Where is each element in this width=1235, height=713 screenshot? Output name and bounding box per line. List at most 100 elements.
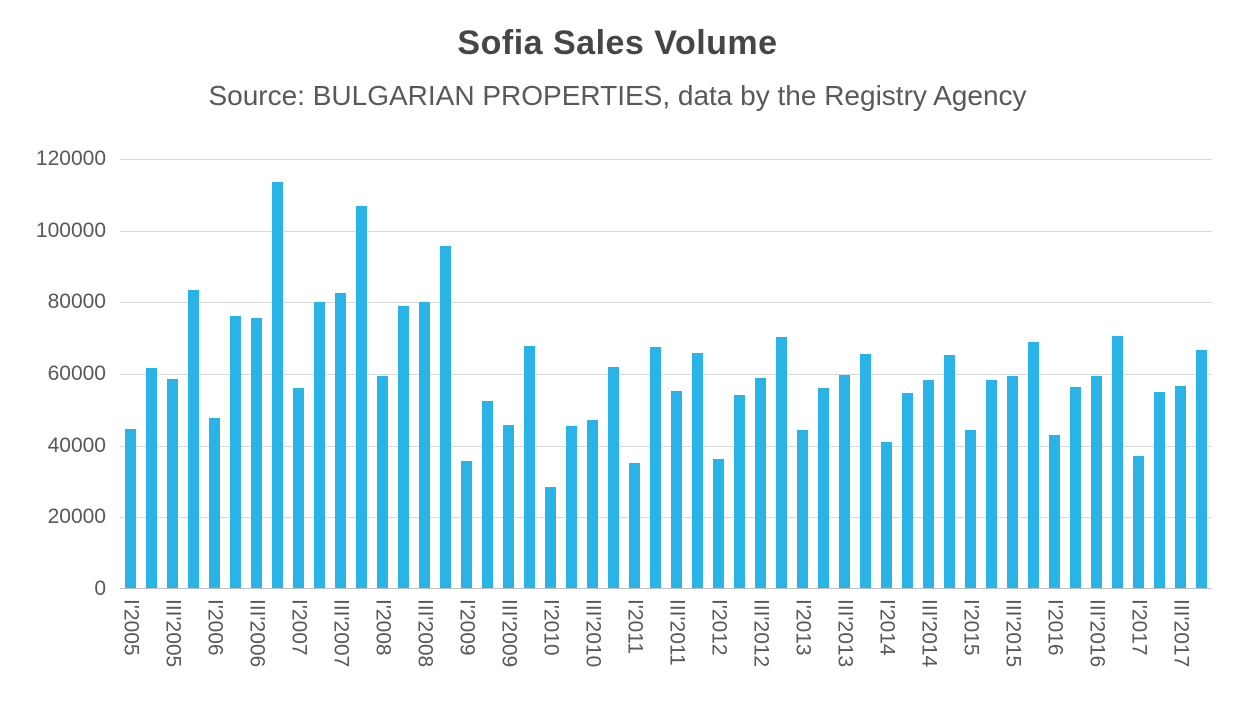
- gridline: [120, 302, 1212, 304]
- bar-I'2009: [460, 461, 473, 589]
- bar-III'2016: [1090, 375, 1103, 589]
- gridline: [120, 517, 1212, 519]
- x-tick-label: III'2005: [161, 599, 185, 668]
- bar-I'2008: [376, 375, 389, 589]
- bar-II'2009: [481, 400, 494, 589]
- bar-I'2014: [880, 442, 893, 589]
- bar-IV'2014: [943, 355, 956, 589]
- bar-II'2013: [817, 387, 830, 589]
- chart-title: Sofia Sales Volume: [457, 24, 778, 62]
- bar-IV'2005: [187, 290, 200, 589]
- bar-II'2010: [565, 425, 578, 589]
- x-tick-label: I'2005: [119, 599, 143, 656]
- bar-IV'2009: [523, 346, 536, 589]
- bar-IV'2011: [691, 352, 704, 589]
- bar-IV'2012: [775, 337, 788, 589]
- x-tick-label: I'2008: [371, 599, 395, 656]
- x-tick-label: III'2008: [413, 599, 437, 668]
- plot-area: [120, 159, 1212, 589]
- x-tick-label: I'2015: [959, 599, 983, 656]
- bar-II'2006: [229, 316, 242, 589]
- x-tick-label: I'2007: [287, 599, 311, 656]
- y-tick-label: 100000: [35, 218, 106, 242]
- y-tick-label: 20000: [47, 505, 106, 529]
- bar-IV'2007: [355, 205, 368, 589]
- bar-III'2009: [502, 425, 515, 589]
- y-tick-label: 40000: [47, 433, 106, 457]
- gridline: [120, 159, 1212, 160]
- bar-III'2017: [1174, 385, 1187, 589]
- bar-II'2007: [313, 301, 326, 589]
- bar-II'2016: [1069, 387, 1082, 589]
- y-tick-label: 120000: [35, 147, 106, 170]
- x-tick-label: I'2013: [791, 599, 815, 656]
- y-tick-label: 0: [94, 577, 106, 600]
- bar-II'2011: [649, 346, 662, 589]
- bar-I'2012: [712, 459, 725, 589]
- x-tick-label: III'2014: [917, 599, 941, 668]
- bar-III'2012: [754, 377, 767, 589]
- y-tick-label: 60000: [47, 362, 106, 385]
- bar-I'2011: [628, 462, 641, 589]
- x-axis-labels: I'2005 III'2005 I'2006 III'2006 I'2007 III'20…: [119, 597, 1212, 711]
- bar-IV'2015: [1027, 342, 1040, 589]
- bar-III'2008: [418, 301, 431, 589]
- bar-I'2006: [208, 418, 221, 589]
- chart-subtitle: Source: BULGARIAN PROPERTIES, data by th…: [208, 80, 1027, 111]
- x-tick-label: III'2017: [1169, 599, 1193, 668]
- bar-IV'2006: [271, 182, 284, 589]
- bar-II'2012: [733, 395, 746, 589]
- bar-I'2010: [544, 486, 557, 589]
- x-tick-label: I'2012: [707, 599, 731, 656]
- x-tick-label: III'2011: [665, 599, 689, 666]
- bar-II'2005: [145, 367, 158, 589]
- gridlines: [120, 159, 1212, 589]
- bar-III'2007: [334, 293, 347, 589]
- bar-II'2015: [985, 379, 998, 589]
- x-tick-label: III'2007: [329, 599, 353, 668]
- x-tick-label: III'2009: [497, 599, 521, 668]
- bar-IV'2008: [439, 246, 452, 589]
- gridline: [120, 230, 1212, 232]
- bar-I'2013: [796, 429, 809, 589]
- bar-IV'2016: [1111, 335, 1124, 589]
- x-tick-label: III'2010: [581, 599, 605, 668]
- bar-II'2008: [397, 306, 410, 589]
- x-tick-label: I'2011: [623, 599, 647, 655]
- bar-III'2015: [1006, 375, 1019, 589]
- bar-III'2010: [586, 419, 599, 589]
- y-tick-label: 80000: [47, 290, 106, 314]
- x-tick-label: I'2017: [1127, 599, 1151, 656]
- gridline: [120, 445, 1212, 447]
- bar-I'2015: [964, 429, 977, 589]
- gridline: [120, 374, 1212, 375]
- bar-IV'2013: [859, 353, 872, 589]
- x-tick-label: III'2013: [833, 599, 857, 668]
- x-tick-label: I'2009: [455, 599, 479, 656]
- x-tick-label: I'2014: [875, 599, 899, 656]
- bar-II'2017: [1153, 391, 1166, 589]
- bar-I'2007: [292, 387, 305, 589]
- bar-I'2017: [1132, 455, 1145, 589]
- x-tick-label: III'2006: [245, 599, 269, 668]
- x-tick-label: I'2010: [539, 599, 563, 656]
- x-tick-label: III'2016: [1085, 599, 1109, 668]
- bar-I'2005: [124, 428, 137, 589]
- bar-IV'2010: [607, 366, 620, 589]
- x-axis-line: [120, 588, 1212, 589]
- bar-III'2011: [670, 391, 683, 589]
- bar-I'2016: [1048, 434, 1061, 589]
- bar-III'2013: [838, 374, 851, 589]
- bar-IV'2017: [1195, 350, 1208, 589]
- bar-II'2014: [901, 392, 914, 589]
- x-tick-label: III'2015: [1001, 599, 1025, 668]
- bar-III'2014: [922, 380, 935, 589]
- x-tick-label: I'2006: [203, 599, 227, 656]
- bars: [120, 159, 1212, 589]
- bar-III'2005: [166, 379, 179, 589]
- bar-III'2006: [250, 318, 263, 589]
- x-tick-label: I'2016: [1043, 599, 1067, 656]
- x-tick-label: III'2012: [749, 599, 773, 668]
- y-axis-labels: 0 20000 40000 60000 80000 100000 120000: [0, 147, 106, 600]
